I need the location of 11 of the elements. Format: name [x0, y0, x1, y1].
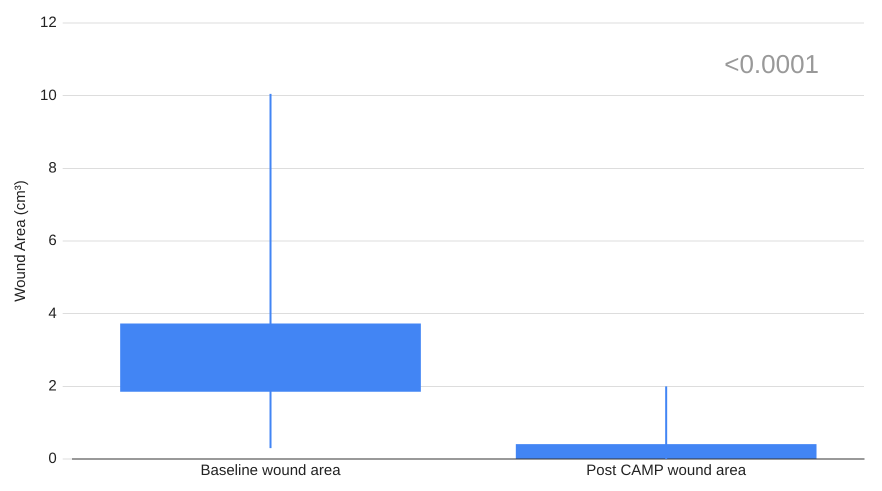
- y-tick-label: 12: [40, 14, 57, 32]
- y-tick-label: 4: [48, 304, 57, 322]
- y-tick-label: 2: [48, 377, 57, 394]
- y-tick-label: 8: [48, 159, 57, 176]
- x-tick-label: Post CAMP wound area: [586, 462, 747, 480]
- y-tick-label: 10: [40, 86, 57, 104]
- y-tick-label: 0: [48, 450, 57, 468]
- y-axis-title: Wound Area (cm³): [12, 180, 30, 302]
- x-tick-label: Baseline wound area: [200, 462, 342, 480]
- y-tick-label: 6: [48, 232, 57, 250]
- annotation: <0.0001: [724, 49, 819, 80]
